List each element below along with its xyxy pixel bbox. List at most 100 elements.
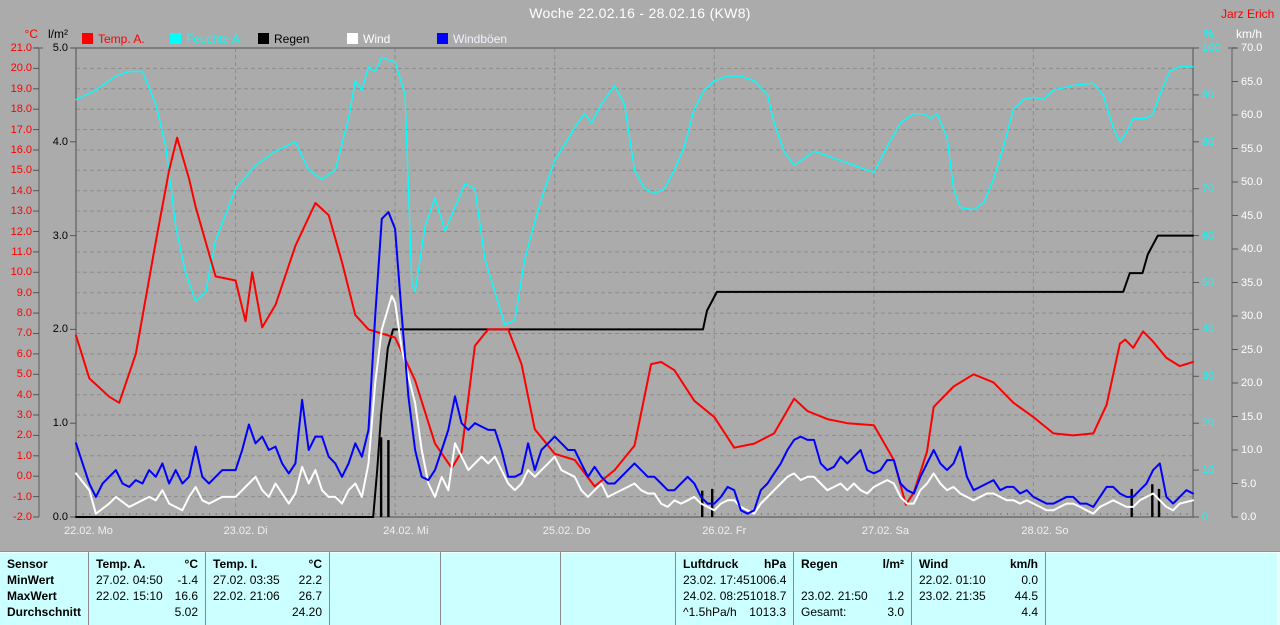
sensor-name: Regen bbox=[801, 557, 838, 571]
stat-time: 27.02. 04:50 bbox=[96, 573, 163, 587]
wind-tick-label: 10.0 bbox=[1241, 444, 1263, 456]
table-row: 4.4 bbox=[912, 604, 1045, 620]
table-col-Luftdruck: Luftdruck hPa 23.02. 17:45 1006.4 24.02. 08:… bbox=[675, 552, 793, 625]
humidity-tick-label: 70 bbox=[1202, 182, 1215, 195]
day-label: 24.02. Mi bbox=[383, 525, 429, 537]
table-row-label: MaxWert bbox=[7, 589, 57, 603]
temp-tick-label: 12.0 bbox=[10, 225, 32, 238]
table-row: 22.02. 01:10 0.0 bbox=[912, 572, 1045, 588]
humidity-tick-label: 60 bbox=[1202, 229, 1215, 242]
table-row bbox=[561, 604, 675, 620]
stat-value: 26.7 bbox=[298, 589, 322, 603]
day-label: 22.02. Mo bbox=[64, 525, 113, 537]
legend-label: Windböen bbox=[453, 32, 508, 46]
wind-tick-label: 60.0 bbox=[1241, 109, 1263, 121]
humidity-tick-label: 100 bbox=[1202, 42, 1221, 54]
wind-tick-label: 65.0 bbox=[1241, 75, 1263, 88]
temp-tick-label: 16.0 bbox=[10, 143, 32, 156]
legend-label: Feuchte A. bbox=[186, 32, 244, 46]
temp-tick-label: 15.0 bbox=[10, 164, 32, 177]
humidity-legend-swatch-icon bbox=[170, 33, 181, 44]
stat-time: 22.02. 15:10 bbox=[96, 589, 163, 603]
humidity-tick-label: 40 bbox=[1202, 323, 1215, 336]
table-row bbox=[330, 572, 440, 588]
stat-time: 23.02. 21:50 bbox=[801, 589, 868, 603]
rain-bar bbox=[1130, 488, 1133, 517]
temp-tick-label: -2.0 bbox=[13, 511, 32, 523]
temp-tick-label: 17.0 bbox=[10, 123, 32, 136]
table-row bbox=[561, 588, 675, 604]
table-row: 23.02. 17:45 1006.4 bbox=[676, 572, 793, 588]
legend-item-humidity: Feuchte A. bbox=[170, 32, 244, 46]
temp-tick-label: 0.0 bbox=[16, 470, 32, 483]
table-row bbox=[330, 588, 440, 604]
table-row bbox=[561, 572, 675, 588]
legend-label: Wind bbox=[363, 32, 391, 46]
temp-tick-label: 18.0 bbox=[10, 103, 32, 116]
wind-tick-label: 45.0 bbox=[1241, 209, 1263, 222]
page-title: Woche 22.02.16 - 28.02.16 (KW8) bbox=[529, 5, 751, 21]
stat-value: 1.2 bbox=[887, 589, 904, 603]
humidity-tick-label: 80 bbox=[1202, 135, 1215, 148]
stat-value: 5.02 bbox=[174, 605, 198, 619]
legend-label: Temp. A. bbox=[98, 32, 145, 46]
table-col-empty bbox=[329, 552, 440, 625]
table-row: 22.02. 21:06 26.7 bbox=[206, 588, 329, 604]
legend-item-wind: Wind bbox=[347, 32, 391, 46]
table-row bbox=[1046, 604, 1280, 620]
stat-value: 22.2 bbox=[298, 573, 322, 587]
day-label: 26.02. Fr bbox=[702, 525, 747, 537]
stat-time: 22.02. 21:06 bbox=[213, 589, 280, 603]
humidity-tick-label: 30 bbox=[1202, 370, 1215, 383]
sensor-unit: °C bbox=[184, 557, 198, 571]
temp-tick-label: 10.0 bbox=[10, 266, 32, 279]
wind-tick-label: 40.0 bbox=[1241, 243, 1263, 255]
table-row: 24.02. 08:25 1018.7 bbox=[676, 588, 793, 604]
sensor-name: Luftdruck bbox=[683, 557, 739, 571]
station-name: Jarz Erich bbox=[1221, 7, 1275, 21]
wind-tick-label: 50.0 bbox=[1241, 176, 1263, 188]
wind-series-line bbox=[75, 294, 1194, 515]
sensor-name: Temp. I. bbox=[213, 557, 258, 571]
table-col-Temp. I.: Temp. I. °C 27.02. 03:35 22.2 22.02. 21:06 26… bbox=[205, 552, 329, 625]
table-row bbox=[1046, 588, 1280, 604]
table-row: 22.02. 15:10 16.6 bbox=[89, 588, 205, 604]
rain-bar bbox=[1157, 488, 1161, 517]
rain-tick-label: 5.0 bbox=[52, 42, 68, 54]
wind-tick-label: 0.0 bbox=[1241, 511, 1257, 523]
day-label: 25.02. Do bbox=[542, 525, 591, 537]
stat-value: 1013.3 bbox=[749, 605, 786, 619]
day-label: 27.02. Sa bbox=[861, 525, 909, 537]
table-col-empty bbox=[560, 552, 675, 625]
stat-value: 4.4 bbox=[1021, 605, 1038, 619]
rain-legend-swatch-icon bbox=[258, 33, 269, 44]
rain-bar bbox=[387, 440, 390, 517]
table-row bbox=[330, 604, 440, 620]
wind-tick-label: 35.0 bbox=[1241, 276, 1263, 289]
table-row: Gesamt: 3.0 bbox=[794, 604, 911, 620]
temp-tick-label: 20.0 bbox=[10, 62, 32, 75]
gusts-legend-swatch-icon bbox=[437, 33, 448, 44]
temp-tick-label: 19.0 bbox=[10, 82, 32, 95]
temp-tick-label: 4.0 bbox=[16, 388, 32, 401]
humidity-tick-label: 0 bbox=[1202, 511, 1209, 523]
humidity-axis-unit: % bbox=[1203, 27, 1214, 41]
table-row bbox=[441, 588, 560, 604]
sensor-unit: km/h bbox=[1009, 557, 1038, 571]
temp-tick-label: 14.0 bbox=[10, 184, 32, 197]
stat-value: 1006.4 bbox=[749, 573, 787, 587]
stat-value: 0.0 bbox=[1021, 573, 1038, 587]
sensor-unit: l/m² bbox=[882, 557, 904, 571]
temp-a-series-line bbox=[75, 136, 1194, 506]
stat-time: ^1.5hPa/h bbox=[683, 605, 737, 619]
table-row: 23.02. 21:50 1.2 bbox=[794, 588, 911, 604]
table-row: ^1.5hPa/h 1013.3 bbox=[676, 604, 793, 620]
feuchte-a-series-line bbox=[75, 56, 1194, 326]
rain-tick-label: 2.0 bbox=[52, 323, 68, 336]
temp-legend-swatch-icon bbox=[82, 33, 93, 44]
humidity-tick-label: 20 bbox=[1202, 417, 1215, 430]
stat-time: 27.02. 03:35 bbox=[213, 573, 280, 587]
legend-label: Regen bbox=[274, 32, 310, 46]
table-row bbox=[794, 572, 911, 588]
